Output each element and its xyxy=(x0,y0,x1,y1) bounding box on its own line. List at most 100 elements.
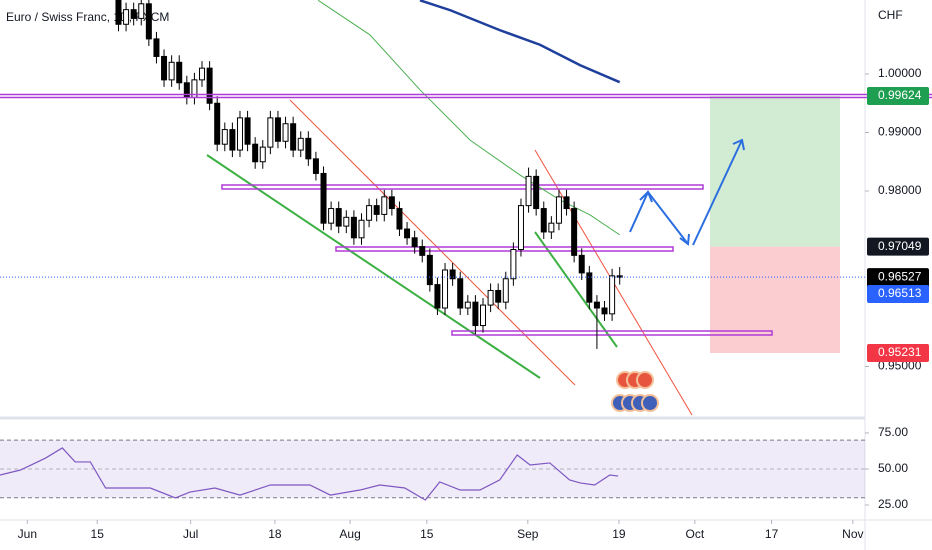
candle-body xyxy=(335,208,342,227)
candle-body xyxy=(373,205,380,215)
y-tick-label: 0.98000 xyxy=(878,183,922,197)
price-label: 0.96527 xyxy=(878,269,922,283)
candle-body xyxy=(153,38,160,57)
x-tick-label: Oct xyxy=(686,527,705,541)
price-label-bg xyxy=(867,284,929,303)
moving-average xyxy=(317,0,620,236)
x-tick-label: Aug xyxy=(339,527,360,541)
candle-body xyxy=(593,301,600,309)
candle-body xyxy=(138,3,145,19)
x-tick-label: 18 xyxy=(268,527,282,541)
candle-body xyxy=(358,219,365,239)
price-label-bg xyxy=(867,237,929,256)
candle-body xyxy=(616,275,623,278)
candle-body xyxy=(396,208,403,230)
candle-body xyxy=(442,269,449,309)
candle-body xyxy=(161,55,168,81)
x-tick-label: Jul xyxy=(183,527,198,541)
x-tick-label: Nov xyxy=(842,527,863,541)
candle-body xyxy=(464,301,471,309)
price-label: 0.99624 xyxy=(878,88,922,102)
x-tick-label: 15 xyxy=(420,527,434,541)
arrow-head xyxy=(732,138,745,151)
y-tick-label: 0.99000 xyxy=(878,125,922,139)
candle-body xyxy=(510,249,517,280)
candle-body xyxy=(381,196,388,215)
x-tick-label: 15 xyxy=(91,527,105,541)
zone xyxy=(335,246,674,252)
candle-body xyxy=(229,129,236,151)
candle-body xyxy=(252,143,259,163)
rsi-tick-label: 50.00 xyxy=(878,461,908,475)
x-tick-label: 19 xyxy=(612,527,626,541)
candle-body xyxy=(267,117,274,148)
candle-body xyxy=(502,278,509,303)
stop-zone xyxy=(710,246,840,353)
candle-body xyxy=(563,196,570,210)
y-tick-label: 0.95000 xyxy=(878,359,922,373)
candle-body xyxy=(540,208,547,233)
candle-body xyxy=(282,123,289,142)
currency-label: CHF xyxy=(878,8,903,22)
trend-line xyxy=(289,99,576,386)
candle-body xyxy=(297,137,304,151)
candle-body xyxy=(571,208,578,256)
x-tick-label: 17 xyxy=(765,527,779,541)
price-label: 0.96513 xyxy=(878,286,922,300)
candle-body xyxy=(517,205,524,251)
rsi-tick-label: 25.00 xyxy=(878,497,908,511)
candle-body xyxy=(586,272,593,303)
flag-icon xyxy=(636,371,654,389)
moving-average xyxy=(419,0,621,84)
candle-body xyxy=(601,307,608,315)
candle-body xyxy=(480,304,487,327)
arrow-head xyxy=(639,190,653,203)
trend-line xyxy=(206,154,541,379)
zone xyxy=(221,184,704,190)
candle-body xyxy=(320,172,327,224)
zone xyxy=(451,330,773,336)
candle-body xyxy=(548,222,555,233)
price-label: 0.95231 xyxy=(878,345,922,359)
rsi-line xyxy=(0,447,619,501)
candle-body xyxy=(525,175,532,207)
candle-body xyxy=(328,208,335,224)
x-tick-label: Sep xyxy=(517,527,539,541)
candle-body xyxy=(419,246,426,256)
candle-body xyxy=(411,237,418,248)
candle-body xyxy=(350,216,357,239)
candle-body xyxy=(221,129,228,145)
candle-body xyxy=(487,289,494,306)
y-tick-label: 1.00000 xyxy=(878,66,922,80)
candle-body xyxy=(176,61,183,84)
arrow-head xyxy=(679,233,690,246)
candle-body xyxy=(305,137,312,160)
candle-body xyxy=(366,205,373,221)
candle-body xyxy=(472,301,479,327)
price-label: 0.97049 xyxy=(878,239,922,253)
candle-body xyxy=(244,117,251,145)
candle-body xyxy=(145,3,152,40)
arrow xyxy=(692,139,743,246)
logos xyxy=(611,371,659,412)
candle-body xyxy=(130,9,137,19)
candle-body xyxy=(290,123,297,151)
target-zone xyxy=(710,95,840,247)
candle-body xyxy=(533,175,540,210)
candle-body xyxy=(259,146,266,163)
flag-icon xyxy=(641,394,659,412)
price-label-bg xyxy=(867,343,929,362)
candle-body xyxy=(274,117,281,142)
candle-body xyxy=(434,284,441,309)
candle-body xyxy=(426,254,433,286)
candle-body xyxy=(214,102,221,145)
candle-body xyxy=(168,61,175,81)
candle-body xyxy=(123,9,130,25)
price-label-bg xyxy=(867,86,929,105)
candle-body xyxy=(343,216,350,227)
candle-body xyxy=(199,67,206,81)
candle-body xyxy=(449,269,456,280)
candle-body xyxy=(388,196,395,210)
